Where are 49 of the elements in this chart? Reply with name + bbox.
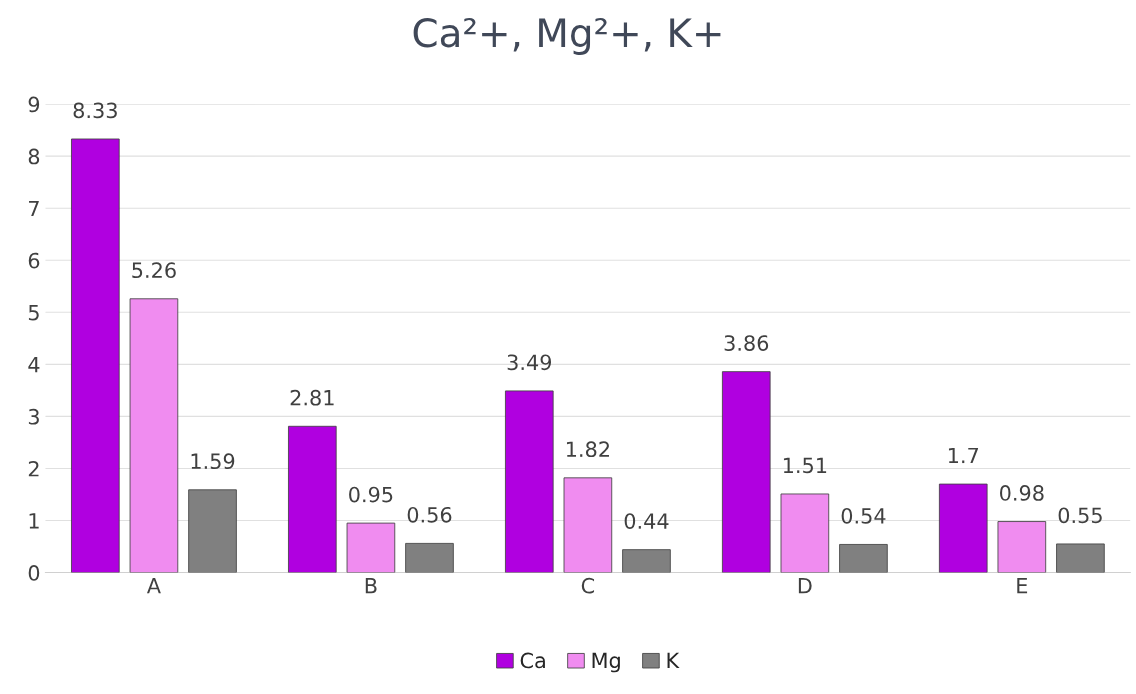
bar bbox=[346, 522, 396, 573]
data-label: 1.82 bbox=[566, 441, 609, 458]
data-label: 0.44 bbox=[624, 513, 669, 529]
data-label: 0.55 bbox=[1058, 507, 1102, 524]
legend-label: Ca bbox=[520, 652, 545, 669]
y-tick-label: 6 bbox=[28, 252, 40, 269]
bar bbox=[1056, 543, 1105, 573]
data-label: 3.86 bbox=[724, 335, 769, 351]
y-tick-label: 7 bbox=[29, 200, 39, 217]
data-label: 3.49 bbox=[507, 354, 552, 371]
y-tick-label: 2 bbox=[28, 460, 39, 477]
data-label: 1.7 bbox=[948, 447, 979, 464]
y-tick-label: 8 bbox=[28, 148, 40, 165]
bar bbox=[129, 298, 179, 573]
data-label: 0.95 bbox=[349, 486, 393, 503]
data-label: 5.26 bbox=[132, 262, 176, 279]
y-tick-label: 4 bbox=[28, 357, 40, 373]
data-label: 1.51 bbox=[783, 457, 827, 474]
legend-label: Mg bbox=[592, 652, 620, 673]
bar bbox=[505, 390, 554, 573]
data-label: 0.54 bbox=[841, 507, 886, 524]
y-tick-label: 5 bbox=[28, 305, 39, 321]
y-tick-label: 1 bbox=[29, 513, 39, 529]
legend-label: K bbox=[667, 652, 680, 669]
bar bbox=[188, 489, 237, 573]
bar bbox=[938, 483, 988, 573]
bar bbox=[721, 371, 771, 573]
bar bbox=[288, 425, 337, 573]
bar bbox=[563, 477, 613, 573]
bar bbox=[780, 493, 830, 573]
bar bbox=[622, 549, 671, 573]
bar bbox=[71, 138, 120, 573]
x-tick-label: E bbox=[1017, 578, 1028, 594]
data-label: 8.33 bbox=[73, 102, 117, 119]
bar bbox=[997, 521, 1047, 573]
y-tick-label: 0 bbox=[28, 565, 40, 581]
x-tick-label: D bbox=[798, 578, 812, 594]
data-label: 0.98 bbox=[1000, 485, 1044, 501]
chart-title: Ca²+, Mg²+, K+ bbox=[413, 18, 721, 55]
x-tick-label: C bbox=[581, 577, 595, 594]
x-tick-label: A bbox=[146, 578, 161, 594]
y-tick-label: 3 bbox=[28, 408, 39, 425]
bar bbox=[839, 544, 888, 573]
x-tick-label: B bbox=[365, 578, 377, 594]
bar bbox=[405, 542, 454, 573]
data-label: 0.56 bbox=[407, 506, 452, 523]
data-label: 2.81 bbox=[290, 389, 334, 406]
y-tick-label: 9 bbox=[28, 96, 40, 113]
data-label: 1.59 bbox=[191, 453, 235, 470]
